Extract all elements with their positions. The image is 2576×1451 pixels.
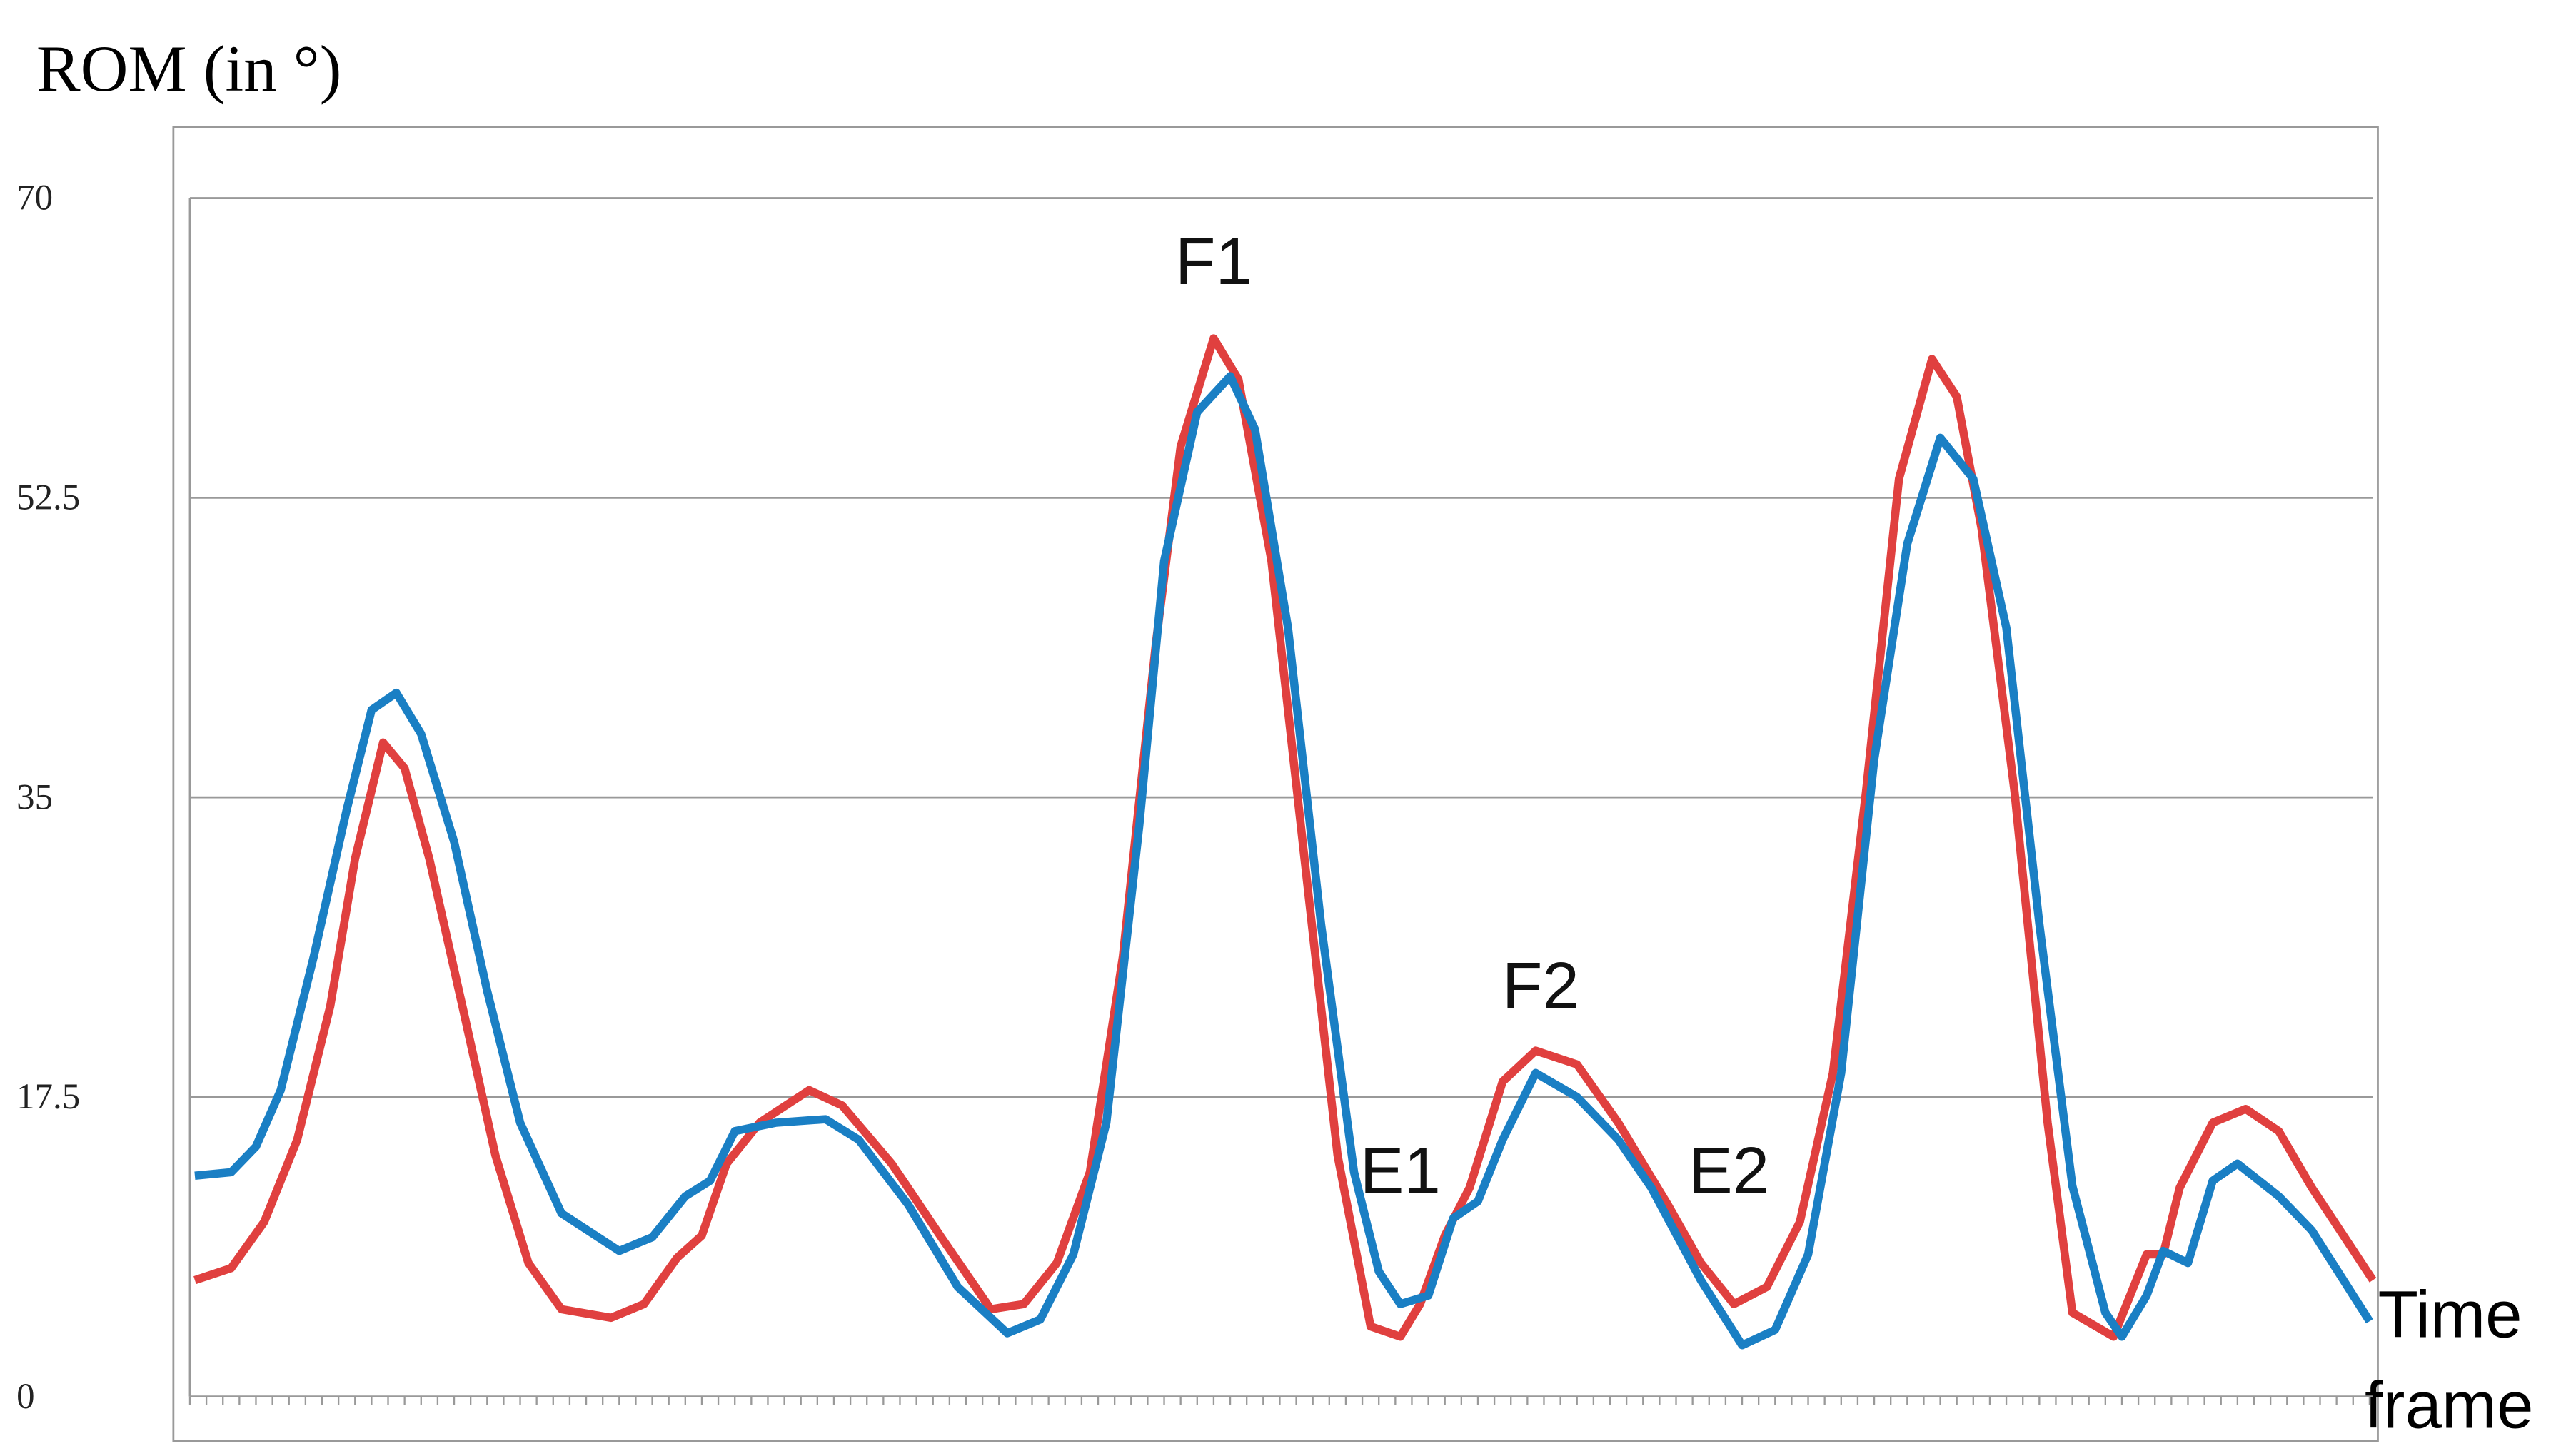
y-tick-label: 52.5 [16,478,80,518]
annotation: E2 [1689,1133,1769,1208]
y-tick-label: 35 [16,777,53,817]
data-line [193,334,2377,1341]
y-tick-label: 0 [16,1377,34,1417]
y-axis-label: ROM (in °) [36,33,342,106]
x-axis-label: Time [2378,1277,2522,1351]
annotation: F2 [1502,949,1579,1023]
data-line [194,372,2373,1350]
y-tick-label: 17.5 [16,1077,80,1117]
x-axis-label: frame [2365,1368,2533,1442]
annotation: F1 [1175,224,1252,298]
annotation: E1 [1360,1133,1441,1208]
y-tick-label: 70 [16,178,53,218]
chart-frame [172,126,2379,1442]
